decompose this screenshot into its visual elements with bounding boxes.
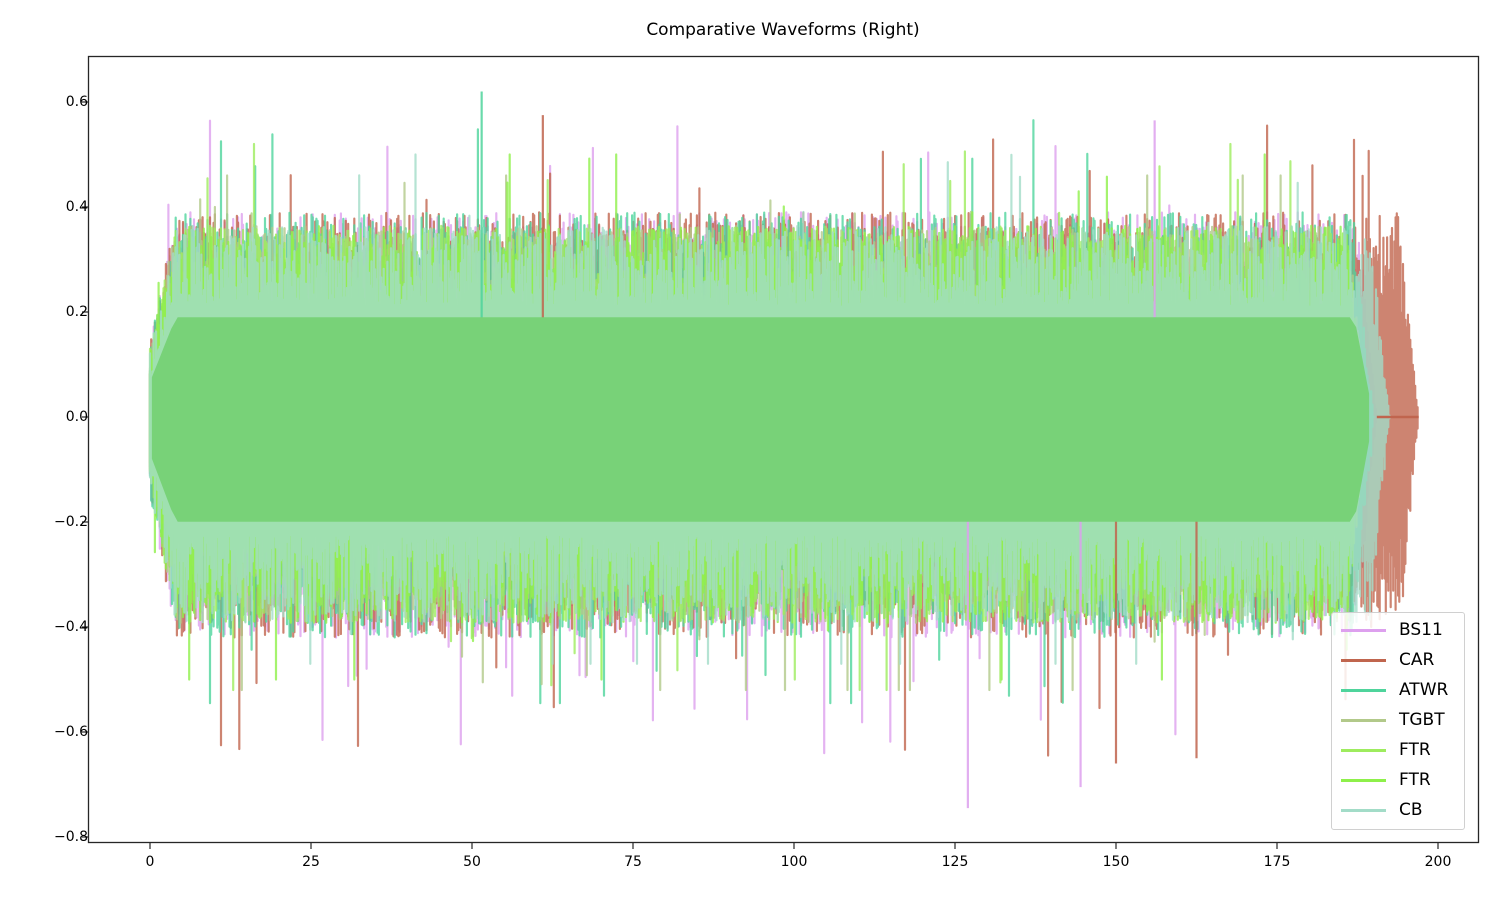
legend-swatch: [1341, 719, 1386, 722]
waveform-traces: [148, 91, 1419, 809]
legend-item-car: CAR: [1332, 645, 1466, 675]
y-tick-label: 0.4: [65, 199, 88, 215]
legend-item-atwr: ATWR: [1332, 675, 1466, 705]
legend-item-tgbt: TGBT: [1332, 705, 1466, 735]
axes-frame: [87, 55, 1480, 844]
x-tick-label: 0: [145, 854, 155, 870]
legend-swatch: [1341, 779, 1386, 782]
x-tick-label: 100: [780, 854, 808, 870]
y-tick-label: −0.4: [54, 619, 88, 635]
y-tick-label: −0.6: [54, 724, 88, 740]
chart-title: Comparative Waveforms (Right): [646, 20, 920, 40]
legend-item-cb: CB: [1332, 795, 1466, 825]
legend-label: ATWR: [1399, 680, 1449, 700]
legend-item-ftr-2: FTR: [1332, 765, 1466, 795]
legend-label: FTR: [1399, 740, 1431, 760]
x-tick-label: 200: [1424, 854, 1452, 870]
y-tick-label: 0.0: [65, 409, 88, 425]
legend-swatch: [1341, 629, 1386, 632]
legend-label: CAR: [1399, 650, 1435, 670]
legend-label: TGBT: [1399, 710, 1445, 730]
legend-swatch: [1341, 689, 1386, 692]
x-tick-label: 75: [624, 854, 642, 870]
chart-legend: BS11 CAR ATWR TGBT FTR FTR CB: [1331, 612, 1465, 830]
dense-overlap-region: [151, 317, 1370, 522]
legend-item-bs11: BS11: [1332, 615, 1466, 645]
legend-label: FTR: [1399, 770, 1431, 790]
legend-swatch: [1341, 809, 1386, 812]
legend-label: CB: [1399, 800, 1423, 820]
legend-label: BS11: [1399, 620, 1443, 640]
y-tick-label: −0.2: [54, 514, 88, 530]
x-tick-label: 175: [1263, 854, 1291, 870]
legend-swatch: [1341, 659, 1386, 662]
x-tick-label: 150: [1102, 854, 1130, 870]
legend-swatch: [1341, 749, 1386, 752]
y-tick-label: 0.6: [65, 94, 88, 110]
legend-item-ftr: FTR: [1332, 735, 1466, 765]
x-tick-label: 50: [463, 854, 481, 870]
y-tick-label: −0.8: [54, 829, 88, 845]
x-tick-label: 125: [941, 854, 969, 870]
y-tick-label: 0.2: [65, 304, 88, 320]
x-tick-label: 25: [302, 854, 320, 870]
axis-ticks: [82, 101, 1439, 849]
